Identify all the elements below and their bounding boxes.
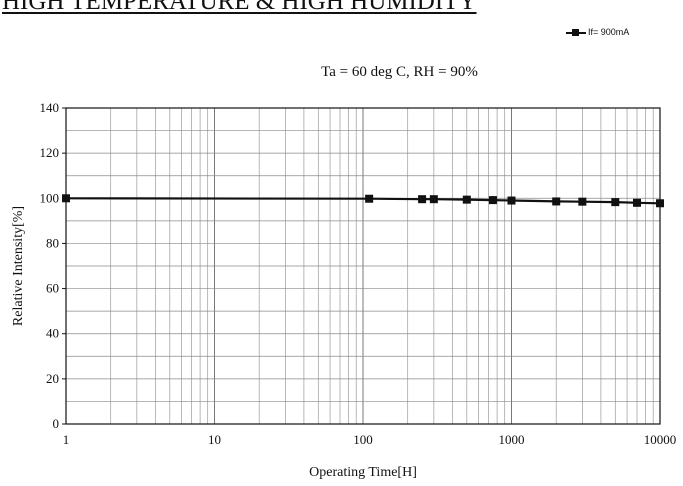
x-tick-label: 1 [63,432,70,447]
x-axis-label: Operating Time[H] [309,465,417,480]
x-tick-label: 10000 [644,432,677,447]
x-tick-label: 100 [353,432,373,447]
x-tick-label: 1000 [499,432,525,447]
y-tick-label: 20 [46,371,59,386]
y-tick-label: 0 [53,416,60,431]
y-axis-label: Relative Intensity[%] [11,206,26,326]
y-tick-label: 80 [46,235,59,250]
data-point-marker [62,194,70,202]
data-point-marker [578,198,586,206]
y-tick-label: 120 [40,145,60,160]
data-point-marker [430,195,438,203]
data-point-marker [508,197,516,205]
data-point-marker [463,196,471,204]
x-tick-label: 10 [208,432,221,447]
data-point-marker [418,195,426,203]
y-tick-label: 140 [40,100,60,115]
y-tick-label: 100 [40,190,60,205]
data-point-marker [656,199,664,207]
data-point-marker [552,197,560,205]
data-point-marker [611,198,619,206]
data-point-marker [489,196,497,204]
data-point-marker [365,195,373,203]
data-point-marker [633,199,641,207]
y-tick-label: 60 [46,281,59,296]
y-tick-label: 40 [46,326,59,341]
